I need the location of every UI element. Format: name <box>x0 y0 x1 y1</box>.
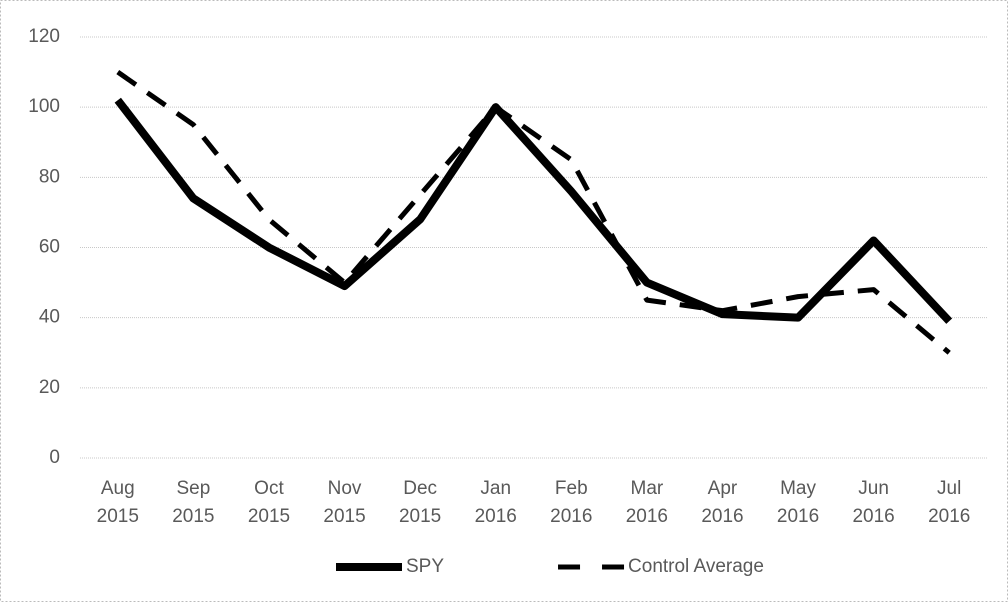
x-tick-label: Feb 2016 <box>550 478 592 527</box>
x-tick-label: Oct 2015 <box>248 478 290 527</box>
x-tick-label: Jan 2016 <box>475 478 517 527</box>
y-tick-label: 80 <box>39 166 60 187</box>
x-tick-label: Mar 2016 <box>626 478 668 527</box>
y-tick-label: 120 <box>28 26 60 47</box>
x-tick-label: Sep 2015 <box>172 478 214 527</box>
x-tick-label: Dec 2015 <box>399 478 441 527</box>
y-tick-label: 40 <box>39 307 60 328</box>
y-tick-label: 60 <box>39 237 60 258</box>
y-tick-label: 0 <box>49 447 60 468</box>
legend-label: Control Average <box>628 556 764 577</box>
x-tick-label: Apr 2016 <box>701 478 743 527</box>
x-tick-label: Nov 2015 <box>323 478 365 527</box>
line-series <box>116 70 951 355</box>
line-series <box>114 97 953 324</box>
y-tick-label: 20 <box>39 377 60 398</box>
x-tick-label: May 2016 <box>777 478 819 527</box>
x-tick-label: Jul 2016 <box>928 478 970 527</box>
x-tick-label: Jun 2016 <box>852 478 894 527</box>
x-tick-label: Aug 2015 <box>97 478 139 527</box>
legend-label: SPY <box>406 556 444 577</box>
y-tick-label: 100 <box>28 96 60 117</box>
